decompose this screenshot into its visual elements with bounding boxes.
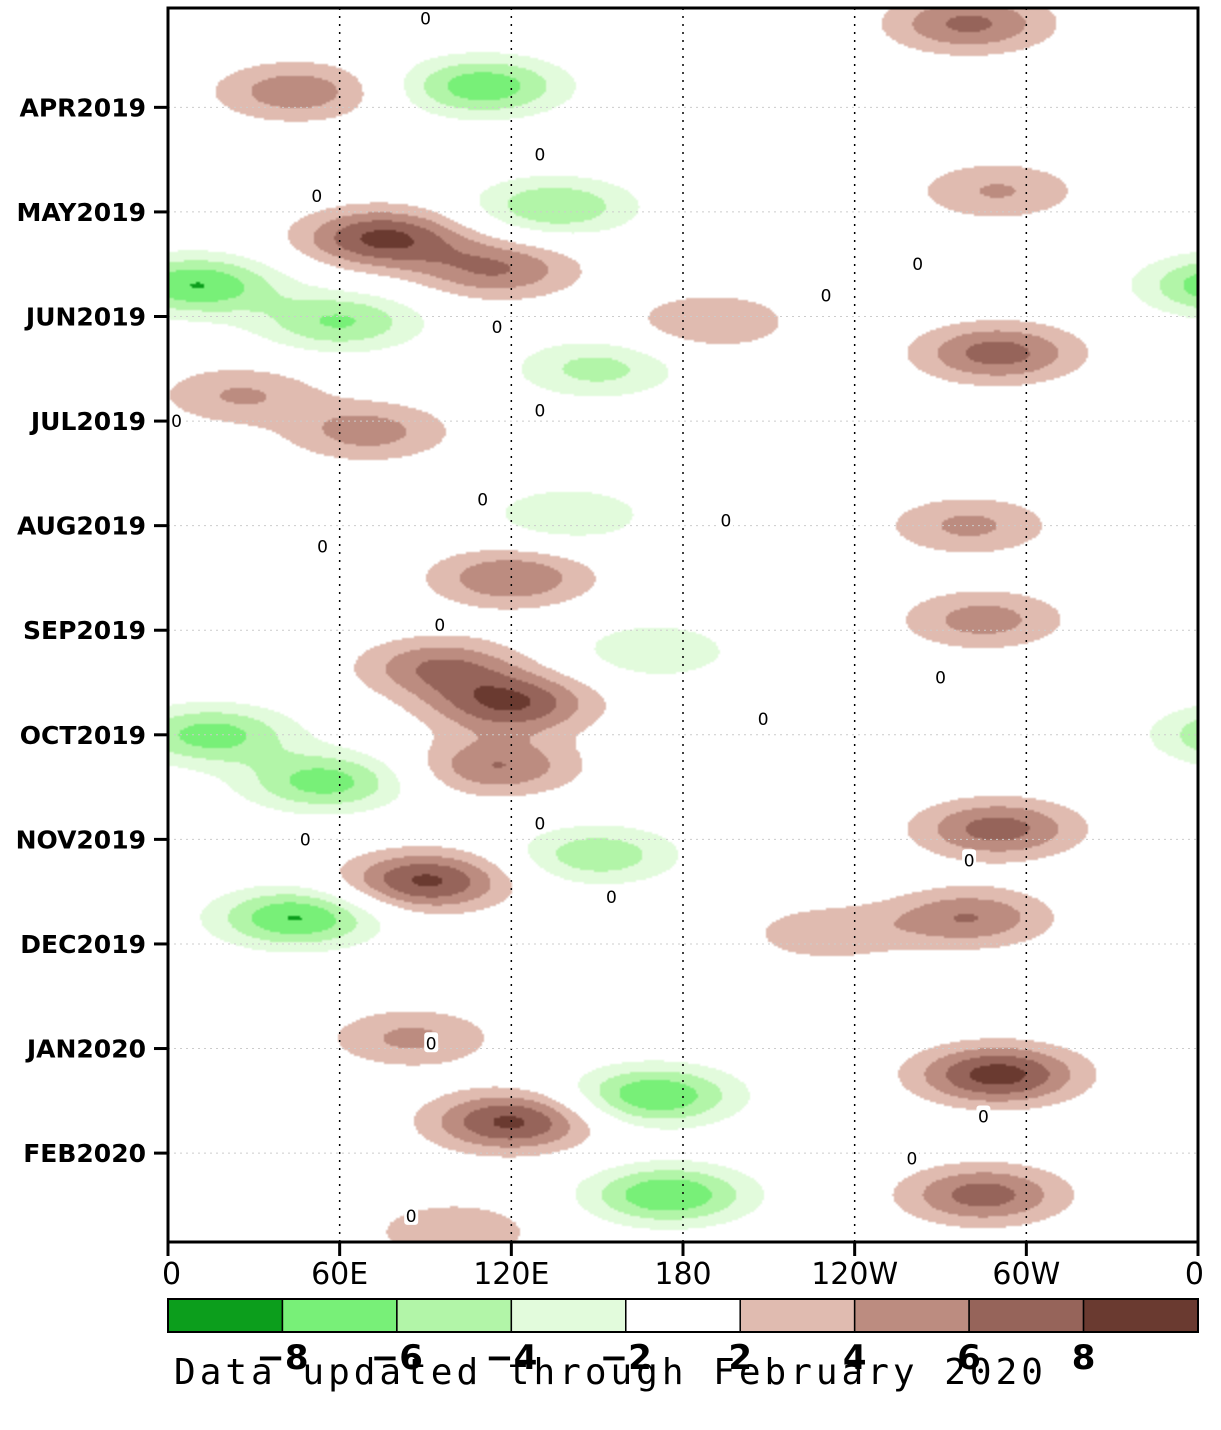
zero-label-bg: [404, 1204, 419, 1225]
y-tick-label: OCT2019: [20, 721, 146, 750]
zero-label-bg: [604, 885, 619, 906]
colorbar-tick-label: −8: [256, 1338, 308, 1378]
colorbar-tick-label: 8: [1072, 1338, 1096, 1378]
zero-label-bg: [718, 509, 733, 530]
zero-contour-label: 0: [606, 888, 617, 908]
zero-contour-label: 0: [758, 710, 769, 730]
zero-label-bg: [490, 315, 505, 336]
zero-contour-label: 0: [317, 538, 328, 558]
colorbar-tick-label: −4: [485, 1338, 537, 1378]
zero-label-bg: [309, 185, 324, 206]
zero-contour-label: 0: [964, 851, 975, 871]
zero-label-bg: [756, 708, 771, 729]
zero-label-bg: [424, 1032, 439, 1053]
zero-label-bg: [910, 253, 925, 274]
colorbar-swatch: [281, 1298, 398, 1333]
colorbar-tick-label: −2: [600, 1338, 652, 1378]
zero-label-bg: [418, 7, 433, 28]
zero-label-bg: [819, 284, 834, 305]
x-tick-label: 180: [654, 1257, 711, 1292]
zero-contour-label: 0: [912, 255, 923, 275]
y-tick-label: SEP2019: [23, 616, 146, 645]
zero-label-bg: [532, 399, 547, 420]
colorbar-swatch: [167, 1298, 284, 1333]
colorbar-swatch: [510, 1298, 627, 1333]
y-tick-label: FEB2020: [23, 1139, 146, 1168]
colorbar-swatch: [625, 1298, 741, 1333]
y-axis: APR2019 MAY2019 JUN2019 JUL2019 AUG2019 SEP20…: [16, 93, 168, 1168]
colorbar-tick-label: −6: [371, 1338, 423, 1378]
zero-contour-label: 0: [821, 287, 832, 307]
x-tick-label: 120W: [811, 1257, 898, 1292]
zero-contour-label: 0: [300, 830, 311, 850]
zero-contour-label: 0: [426, 1034, 437, 1054]
colorbar: −8 −6 −4 −2 2 4 6 8: [167, 1298, 1199, 1378]
zero-label-bg: [298, 828, 313, 849]
zero-contour-label: 0: [721, 511, 732, 531]
zero-label-bg: [962, 849, 977, 870]
zero-contour-label: 0: [935, 668, 946, 688]
zero-contour-label: 0: [171, 412, 182, 432]
zero-contour-label: 0: [492, 318, 503, 338]
zero-contour-label: 0: [535, 402, 546, 422]
y-tick-label: AUG2019: [17, 512, 146, 541]
zero-contour-label: 0: [477, 491, 488, 511]
y-tick-label: DEC2019: [20, 930, 146, 959]
colorbar-tick-label: 2: [728, 1338, 752, 1378]
zero-label-bg: [169, 410, 184, 431]
zero-label-bg: [475, 488, 490, 509]
colorbar-swatch: [853, 1298, 970, 1333]
zero-label-bg: [904, 1147, 919, 1168]
zero-contour-label: 0: [906, 1149, 917, 1169]
y-tick-label: NOV2019: [16, 825, 146, 854]
colorbar-swatch: [968, 1298, 1085, 1333]
zero-contour-label: 0: [406, 1207, 417, 1227]
x-tick-label: 60W: [992, 1257, 1060, 1292]
zero-label-bg: [532, 143, 547, 164]
zero-contour-label: 0: [535, 145, 546, 165]
footnote: Data updated through February 2020: [174, 1352, 1047, 1393]
y-tick-label: MAY2019: [16, 198, 146, 227]
x-tick-label: 0: [162, 1257, 181, 1292]
zero-contour-label: 0: [434, 616, 445, 636]
y-tick-label: JAN2020: [25, 1035, 146, 1064]
colorbar-swatch: [396, 1298, 513, 1333]
colorbar-tick-label: 6: [957, 1338, 981, 1378]
zero-label-bg: [976, 1105, 991, 1126]
zero-contour-label: 0: [311, 187, 322, 207]
plot-grid: [168, 8, 1198, 1242]
x-axis: 0 60E 120E 180 120W 60W 0: [162, 1242, 1204, 1292]
zero-contour-labels: 0 0 0 0 0 0 0 0 0 0 0 0 0 0 0 0 0 0 0 0 0 0: [169, 7, 991, 1227]
y-tick-label: JUN2019: [24, 303, 146, 332]
y-tick-label: APR2019: [19, 93, 146, 122]
zero-label-bg: [315, 535, 330, 556]
zero-label-bg: [933, 666, 948, 687]
zero-contour-label: 0: [535, 815, 546, 835]
zero-label-bg: [432, 614, 447, 634]
colorbar-tick-label: 4: [843, 1338, 867, 1378]
x-tick-label: 60E: [311, 1257, 368, 1292]
y-tick-label: JUL2019: [29, 407, 146, 436]
x-tick-label: 120E: [473, 1257, 549, 1292]
zero-contour-label: 0: [978, 1108, 989, 1128]
colorbar-swatch: [1082, 1298, 1199, 1333]
x-tick-label: 0: [1185, 1257, 1204, 1292]
colorbar-swatch: [739, 1298, 856, 1333]
colorbar-frame: [167, 1298, 1199, 1333]
zero-contour-label: 0: [420, 9, 431, 29]
zero-label-bg: [532, 812, 547, 833]
